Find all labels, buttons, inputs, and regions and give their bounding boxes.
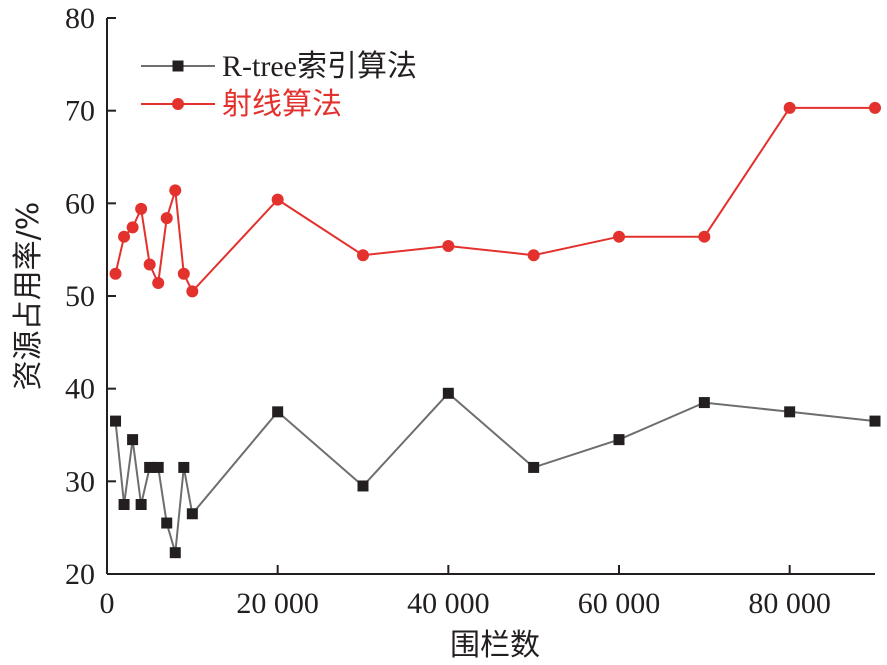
- legend-item: R-tree索引算法: [141, 50, 417, 83]
- series-line: [114, 391, 876, 553]
- data-point: [442, 387, 454, 399]
- data-point: [169, 184, 182, 197]
- y-tick-label: 50: [65, 280, 95, 313]
- data-point: [160, 212, 173, 225]
- y-tick-label: 70: [65, 95, 95, 128]
- data-point: [161, 517, 173, 529]
- y-tick-label: 20: [65, 558, 95, 591]
- legend-marker: [172, 60, 184, 72]
- data-point: [528, 461, 540, 473]
- y-axis-title: 资源占用率/%: [11, 202, 46, 391]
- data-point: [127, 434, 139, 446]
- x-tick-label: 0: [100, 587, 115, 620]
- series-2: [109, 101, 881, 298]
- x-tick-label: 60 000: [578, 587, 661, 620]
- data-point: [442, 239, 455, 252]
- data-point: [118, 499, 130, 510]
- data-point: [698, 230, 711, 243]
- legend-label: R-tree索引算法: [222, 50, 417, 83]
- x-axis-title: 围栏数: [450, 628, 540, 663]
- data-point: [152, 277, 165, 290]
- legend-label: 射线算法: [222, 88, 342, 121]
- data-point: [169, 547, 181, 559]
- plot-area: [109, 101, 881, 559]
- y-tick-label: 60: [65, 187, 95, 220]
- data-point: [109, 267, 122, 280]
- data-point: [783, 101, 796, 114]
- data-point: [186, 508, 198, 520]
- data-point: [186, 285, 199, 298]
- data-point: [272, 406, 284, 418]
- data-point: [271, 193, 284, 206]
- series-line: [114, 106, 875, 294]
- data-point: [613, 230, 625, 243]
- x-tick-label: 80 000: [748, 587, 831, 620]
- data-point: [152, 461, 164, 473]
- data-point: [784, 406, 796, 418]
- x-ticks: 0 20 000 40 000 60 000 80 000: [100, 565, 831, 620]
- data-point: [110, 415, 122, 427]
- data-point: [527, 249, 540, 262]
- x-tick-label: 40 000: [407, 587, 490, 620]
- x-tick-label: 20 000: [236, 587, 319, 620]
- legend-item: 射线算法: [141, 88, 342, 121]
- data-point: [698, 397, 710, 409]
- data-point: [357, 249, 369, 262]
- data-point: [144, 461, 156, 473]
- data-point: [135, 202, 148, 215]
- data-point: [178, 461, 190, 473]
- data-point: [869, 101, 881, 114]
- y-ticks: 20 30 40 50 60 70 80: [65, 2, 116, 591]
- data-point: [869, 415, 881, 427]
- data-point: [143, 258, 156, 271]
- series-1: [110, 387, 881, 559]
- data-point: [613, 434, 625, 446]
- data-point: [118, 230, 131, 243]
- data-point: [357, 480, 369, 492]
- y-tick-label: 40: [65, 373, 95, 406]
- y-tick-label: 30: [65, 465, 95, 498]
- data-point: [126, 221, 139, 234]
- y-tick-label: 80: [65, 2, 95, 35]
- data-point: [177, 267, 190, 280]
- legend-marker: [172, 98, 184, 110]
- data-point: [135, 499, 147, 510]
